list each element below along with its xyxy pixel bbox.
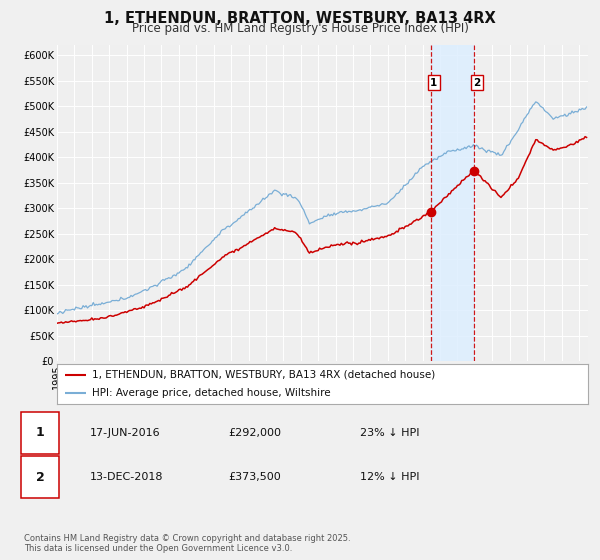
Text: 17-JUN-2016: 17-JUN-2016 xyxy=(90,428,161,437)
Text: Price paid vs. HM Land Registry's House Price Index (HPI): Price paid vs. HM Land Registry's House … xyxy=(131,22,469,35)
Text: 1: 1 xyxy=(36,426,44,439)
Text: £292,000: £292,000 xyxy=(228,428,281,437)
Text: 12% ↓ HPI: 12% ↓ HPI xyxy=(360,473,419,482)
Text: 2: 2 xyxy=(473,78,481,88)
Text: HPI: Average price, detached house, Wiltshire: HPI: Average price, detached house, Wilt… xyxy=(92,389,330,398)
Text: Contains HM Land Registry data © Crown copyright and database right 2025.
This d: Contains HM Land Registry data © Crown c… xyxy=(24,534,350,553)
Text: 13-DEC-2018: 13-DEC-2018 xyxy=(90,473,163,482)
Text: 1, ETHENDUN, BRATTON, WESTBURY, BA13 4RX (detached house): 1, ETHENDUN, BRATTON, WESTBURY, BA13 4RX… xyxy=(92,370,435,380)
Text: £373,500: £373,500 xyxy=(228,473,281,482)
Text: 2: 2 xyxy=(36,471,44,484)
Text: 1, ETHENDUN, BRATTON, WESTBURY, BA13 4RX: 1, ETHENDUN, BRATTON, WESTBURY, BA13 4RX xyxy=(104,11,496,26)
Text: 23% ↓ HPI: 23% ↓ HPI xyxy=(360,428,419,437)
Text: 1: 1 xyxy=(430,78,437,88)
Bar xyxy=(431,45,474,361)
